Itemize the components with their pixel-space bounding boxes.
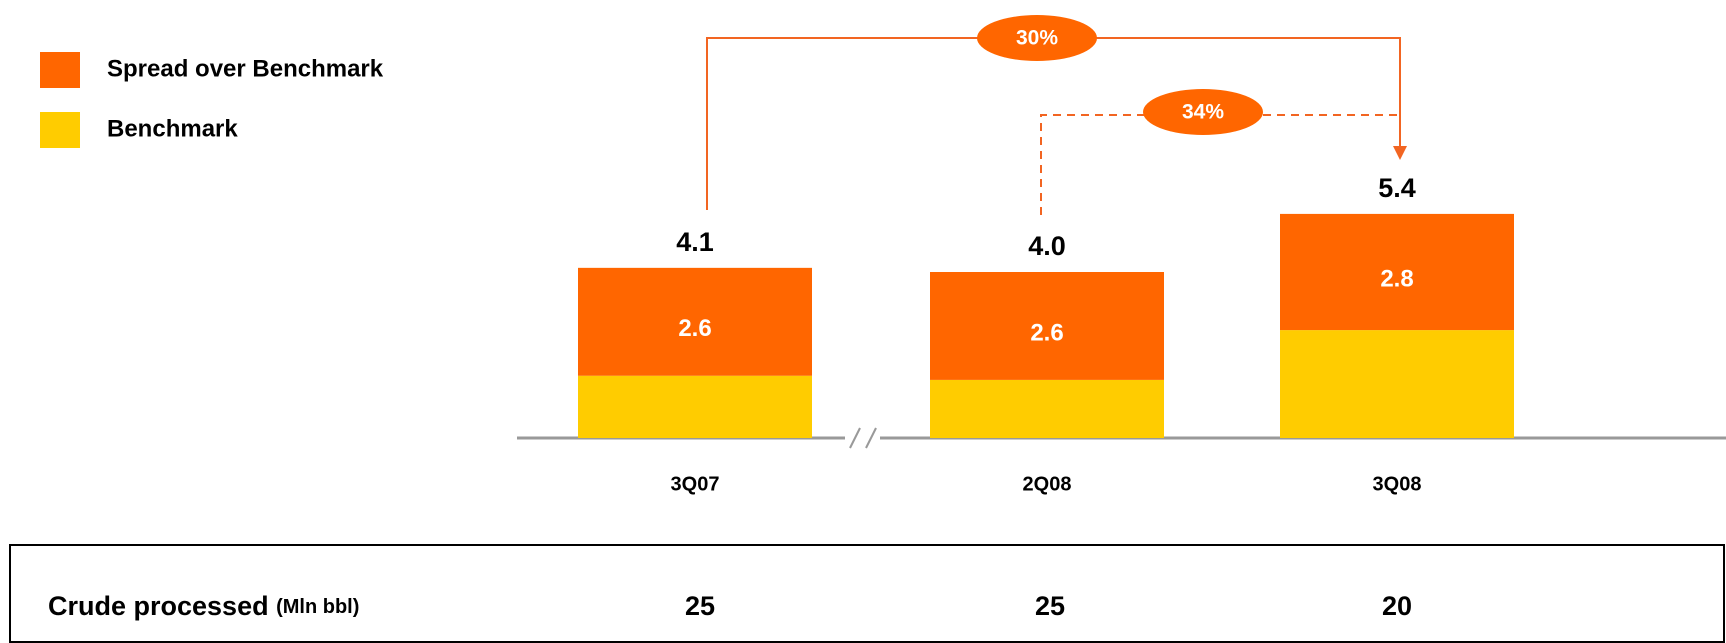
bar-segment: [578, 375, 812, 438]
bar-segment: [578, 267, 812, 376]
legend-swatch: [40, 52, 80, 88]
table-value: 20: [1382, 591, 1412, 621]
total-label: 4.1: [676, 227, 714, 257]
x-tick-label: 3Q08: [1373, 473, 1422, 495]
table-label: Crude processed (Mln bbl): [48, 591, 359, 621]
legend-swatch: [40, 112, 80, 148]
segment-label: 2.6: [1030, 319, 1063, 346]
annotation-bubble: [977, 15, 1097, 61]
legend-label: Benchmark: [107, 115, 238, 142]
x-tick-label: 3Q07: [671, 473, 720, 495]
segment-label: 2.6: [678, 315, 711, 342]
x-tick-label: 2Q08: [1023, 473, 1072, 495]
growth-arrow: [706, 37, 1401, 210]
table-value: 25: [685, 591, 715, 621]
table-value: 25: [1035, 591, 1065, 621]
legend-label: Spread over Benchmark: [107, 55, 384, 82]
table-unit: (Mln bbl): [276, 596, 359, 618]
bar-segment: [930, 272, 1164, 380]
axis-break: [865, 427, 877, 449]
bar-segment: [1280, 213, 1514, 331]
table-label-text: Crude processed: [48, 591, 269, 621]
bar-segment: [930, 379, 1164, 438]
growth-arrow: [1040, 114, 1400, 215]
annotation-label: 34%: [1182, 101, 1224, 124]
axis-break: [849, 427, 861, 449]
total-label: 4.0: [1028, 231, 1066, 261]
total-label: 5.4: [1378, 173, 1416, 203]
table-box: [9, 544, 1725, 643]
segment-label: 2.8: [1380, 265, 1413, 292]
annotation-label: 30%: [1016, 27, 1058, 50]
bar-segment: [1280, 330, 1514, 438]
arrowhead: [1393, 146, 1407, 160]
annotation-bubble: [1143, 89, 1263, 135]
